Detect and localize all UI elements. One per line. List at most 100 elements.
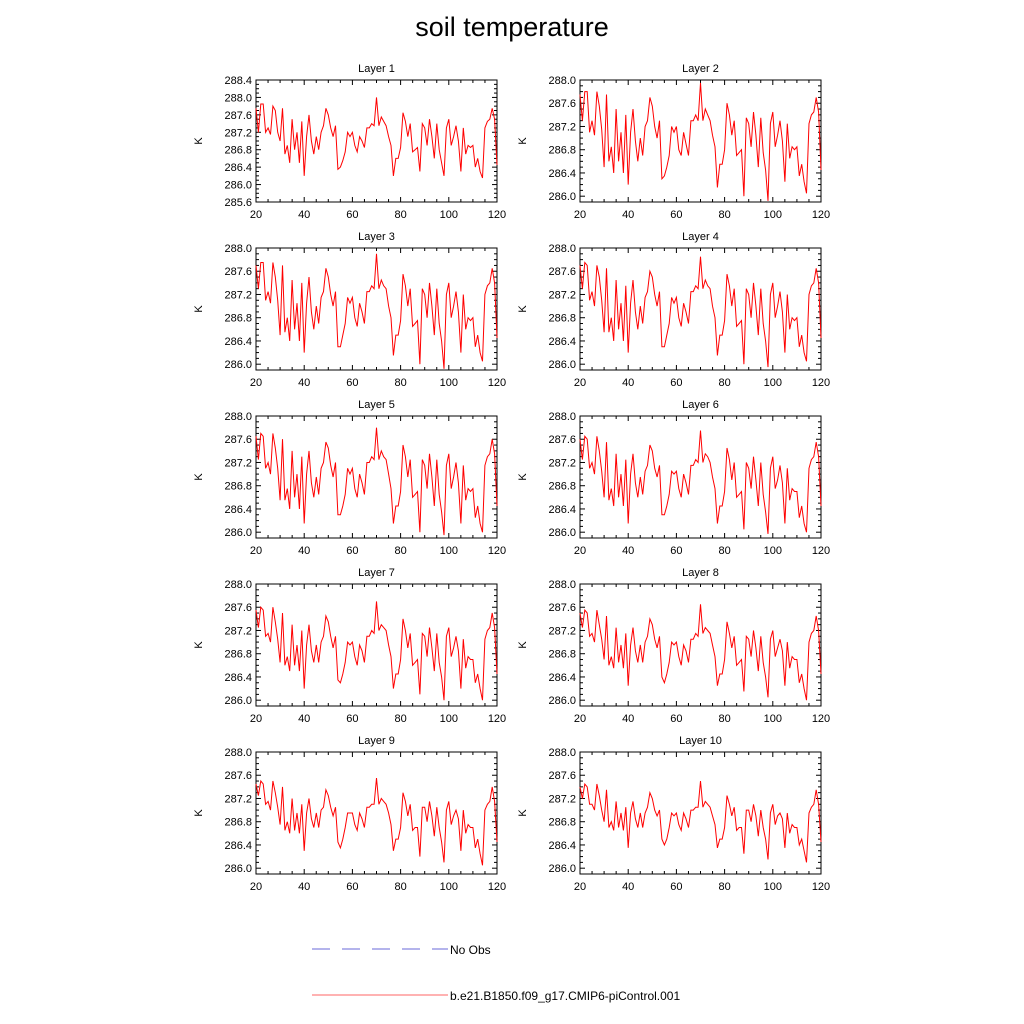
x-tick-label: 100 bbox=[764, 881, 782, 893]
x-tick-label: 20 bbox=[574, 881, 586, 893]
x-tick-label: 120 bbox=[488, 545, 506, 557]
y-axis-label: K bbox=[517, 137, 529, 145]
y-tick-label: 287.6 bbox=[224, 602, 252, 614]
y-tick-label: 287.2 bbox=[224, 289, 252, 301]
y-tick-label: 286.0 bbox=[224, 863, 252, 875]
panel-layer-8: Layer 8 K 20 40 60 80 100 120 288.0 287.6 287.2 286… bbox=[517, 567, 830, 725]
y-tick-label: 286.4 bbox=[224, 504, 252, 516]
x-tick-label: 20 bbox=[250, 545, 262, 557]
x-tick-label: 80 bbox=[394, 377, 406, 389]
x-tick-label: 120 bbox=[812, 713, 830, 725]
series-line bbox=[579, 780, 822, 863]
y-tick-label: 286.4 bbox=[548, 336, 576, 348]
y-tick-label: 286.8 bbox=[224, 313, 252, 325]
series-line bbox=[255, 427, 498, 536]
x-tick-label: 20 bbox=[250, 713, 262, 725]
x-tick-label: 60 bbox=[670, 209, 682, 221]
y-tick-label: 286.4 bbox=[224, 840, 252, 852]
y-tick-label: 287.2 bbox=[224, 457, 252, 469]
plot-frame bbox=[579, 583, 822, 707]
x-tick-label: 80 bbox=[394, 209, 406, 221]
x-tick-label: 20 bbox=[574, 713, 586, 725]
y-tick-label: 288.0 bbox=[224, 92, 252, 104]
y-tick-label: 288.0 bbox=[224, 579, 252, 591]
x-tick-label: 120 bbox=[812, 545, 830, 557]
panel-layer-4: Layer 4 K 20 40 60 80 100 120 288.0 287.6 287.2 286… bbox=[517, 231, 830, 389]
x-tick-label: 40 bbox=[622, 881, 634, 893]
series-line bbox=[255, 778, 498, 866]
y-tick-label: 286.8 bbox=[224, 481, 252, 493]
y-tick-label: 287.2 bbox=[548, 457, 576, 469]
x-tick-label: 40 bbox=[622, 377, 634, 389]
x-tick-label: 100 bbox=[440, 209, 458, 221]
panel-title: Layer 10 bbox=[679, 735, 722, 747]
panel-title: Layer 6 bbox=[682, 399, 719, 411]
x-tick-label: 100 bbox=[764, 377, 782, 389]
x-tick-label: 80 bbox=[394, 545, 406, 557]
y-tick-label: 287.2 bbox=[224, 793, 252, 805]
x-tick-label: 60 bbox=[346, 713, 358, 725]
x-tick-label: 20 bbox=[250, 881, 262, 893]
x-tick-label: 20 bbox=[250, 209, 262, 221]
y-axis-label: K bbox=[517, 305, 529, 313]
y-tick-label: 288.0 bbox=[224, 243, 252, 255]
x-tick-label: 40 bbox=[622, 713, 634, 725]
y-axis-label: K bbox=[193, 809, 205, 817]
x-tick-label: 80 bbox=[718, 713, 730, 725]
panel-layer-10: Layer 10 K 20 40 60 80 100 120 288.0 287.6 287.2 28… bbox=[517, 735, 830, 893]
y-tick-label: 286.4 bbox=[224, 162, 252, 174]
panel-layer-7: Layer 7 K 20 40 60 80 100 120 288.0 287.6 287.2 286… bbox=[193, 567, 506, 725]
x-tick-label: 80 bbox=[718, 377, 730, 389]
x-tick-label: 40 bbox=[622, 545, 634, 557]
y-tick-label: 286.0 bbox=[224, 359, 252, 371]
y-tick-label: 287.2 bbox=[548, 625, 576, 637]
x-tick-label: 40 bbox=[298, 881, 310, 893]
x-tick-label: 100 bbox=[764, 209, 782, 221]
y-tick-label: 286.8 bbox=[224, 649, 252, 661]
x-tick-label: 20 bbox=[250, 377, 262, 389]
y-tick-label: 286.4 bbox=[548, 840, 576, 852]
y-tick-label: 288.0 bbox=[224, 747, 252, 759]
y-tick-label: 287.2 bbox=[548, 289, 576, 301]
y-tick-label: 287.6 bbox=[224, 434, 252, 446]
panel-title: Layer 4 bbox=[682, 231, 719, 243]
y-tick-label: 287.6 bbox=[548, 266, 576, 278]
y-tick-label: 288.0 bbox=[548, 75, 576, 87]
y-tick-label: 286.8 bbox=[548, 145, 576, 157]
y-tick-label: 286.0 bbox=[224, 180, 252, 192]
y-tick-label: 286.0 bbox=[548, 695, 576, 707]
panel-layer-2: Layer 2 K 20 40 60 80 100 120 288.0 287.6 287.2 286… bbox=[517, 63, 830, 221]
y-tick-label: 287.6 bbox=[224, 770, 252, 782]
x-tick-label: 80 bbox=[718, 881, 730, 893]
x-tick-label: 120 bbox=[488, 209, 506, 221]
panel-title: Layer 9 bbox=[358, 735, 395, 747]
y-tick-label: 286.0 bbox=[548, 359, 576, 371]
y-tick-label: 287.6 bbox=[224, 266, 252, 278]
x-tick-label: 40 bbox=[622, 209, 634, 221]
x-tick-label: 120 bbox=[812, 209, 830, 221]
y-axis-label: K bbox=[193, 137, 205, 145]
panel-layer-1: Layer 1 K 20 40 60 80 100 120 288.4 288.0 287.6 287… bbox=[193, 63, 506, 221]
x-tick-label: 20 bbox=[574, 545, 586, 557]
y-tick-label: 286.4 bbox=[224, 672, 252, 684]
panel-title: Layer 8 bbox=[682, 567, 719, 579]
x-tick-label: 80 bbox=[394, 881, 406, 893]
y-tick-label: 286.8 bbox=[548, 481, 576, 493]
x-tick-label: 60 bbox=[670, 377, 682, 389]
series-line bbox=[255, 601, 498, 701]
y-tick-label: 286.4 bbox=[548, 168, 576, 180]
panel-title: Layer 2 bbox=[682, 63, 719, 75]
y-tick-label: 287.2 bbox=[224, 625, 252, 637]
x-tick-label: 60 bbox=[670, 713, 682, 725]
y-tick-label: 287.2 bbox=[224, 127, 252, 139]
y-tick-label: 286.0 bbox=[224, 527, 252, 539]
x-tick-label: 120 bbox=[488, 377, 506, 389]
x-tick-label: 120 bbox=[812, 881, 830, 893]
y-tick-label: 287.6 bbox=[548, 98, 576, 110]
y-tick-label: 286.4 bbox=[548, 672, 576, 684]
y-tick-label: 286.0 bbox=[224, 695, 252, 707]
y-tick-label: 288.0 bbox=[224, 411, 252, 423]
y-axis-label: K bbox=[193, 473, 205, 481]
panel-title: Layer 7 bbox=[358, 567, 395, 579]
